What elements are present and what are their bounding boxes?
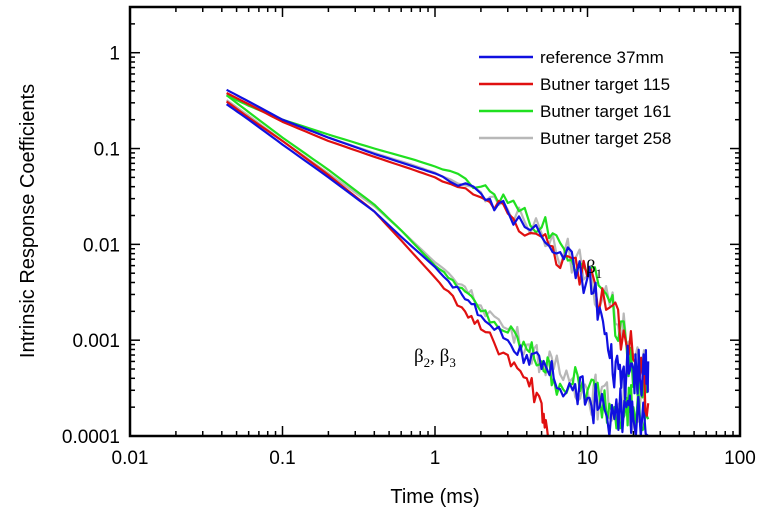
y-tick-label: 0.1 bbox=[94, 140, 120, 161]
x-axis-title: Time (ms) bbox=[390, 486, 479, 508]
x-tick-label: 0.1 bbox=[269, 448, 295, 469]
legend-label-butner-115: Butner target 115 bbox=[540, 75, 670, 94]
x-tick-label: 1 bbox=[430, 448, 441, 469]
series-reference-37mm-beta1-line bbox=[226, 88, 650, 401]
series-reference-37mm-beta23-line bbox=[225, 103, 649, 438]
y-tick-label: 0.0001 bbox=[62, 427, 120, 448]
data-layer bbox=[225, 88, 650, 438]
y-axis-title: Intrinsic Response Coefficients bbox=[17, 84, 39, 358]
legend-label-reference-37mm: reference 37mm bbox=[540, 48, 664, 67]
y-tick-label: 0.001 bbox=[72, 331, 120, 352]
axis-layer: 0.01 0.1 1 10 100 0.0001 0.001 0.01 0.1 1 bbox=[62, 6, 756, 469]
series-butner-target-115-beta23-line bbox=[225, 100, 549, 437]
annotation-beta2-beta3: β2, β3 bbox=[414, 346, 456, 370]
x-tick-label: 100 bbox=[724, 448, 756, 469]
legend-label-butner-258: Butner target 258 bbox=[540, 129, 671, 148]
x-tick-label: 0.01 bbox=[112, 448, 149, 469]
y-tick-label: 0.01 bbox=[83, 235, 120, 256]
legend-label-butner-161: Butner target 161 bbox=[540, 102, 671, 121]
y-tick-label: 1 bbox=[109, 44, 120, 65]
annotation-beta1: β1 bbox=[586, 257, 602, 281]
legend: reference 37mm Butner target 115 Butner … bbox=[479, 48, 671, 148]
series-butner-target-161-beta1-line bbox=[226, 94, 650, 399]
series-butner-target-258-beta23-line bbox=[225, 99, 650, 433]
x-tick-label: 10 bbox=[577, 448, 598, 469]
